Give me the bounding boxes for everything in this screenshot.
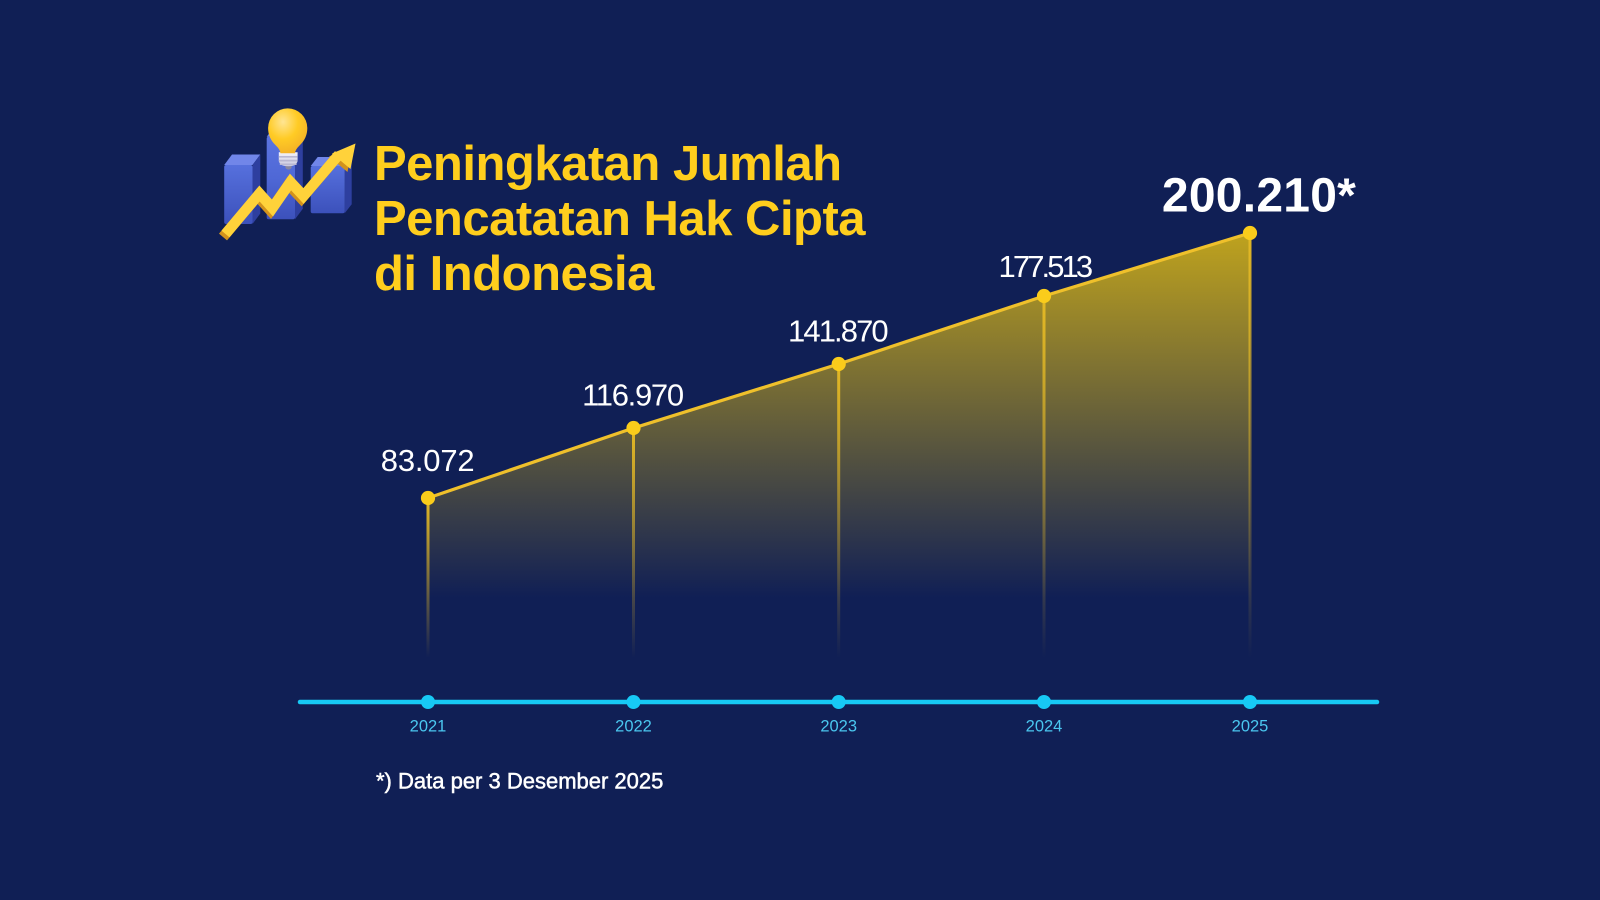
svg-text:200.210*: 200.210* (1162, 170, 1356, 223)
svg-text:116.970: 116.970 (582, 378, 684, 413)
svg-text:2021: 2021 (410, 718, 447, 736)
svg-text:Pencatatan Hak Cipta: Pencatatan Hak Cipta (374, 192, 866, 246)
svg-text:Peningkatan Jumlah: Peningkatan Jumlah (374, 137, 842, 191)
svg-text:141.870: 141.870 (788, 313, 888, 348)
svg-text:177.513: 177.513 (999, 249, 1092, 284)
svg-text:2023: 2023 (820, 718, 857, 736)
svg-text:di Indonesia: di Indonesia (374, 247, 655, 301)
svg-text:*) Data per 3 Desember 2025: *) Data per 3 Desember 2025 (376, 769, 663, 794)
svg-text:83.072: 83.072 (381, 443, 475, 478)
svg-text:2022: 2022 (615, 718, 652, 736)
svg-text:2024: 2024 (1026, 718, 1063, 736)
svg-text:2025: 2025 (1232, 718, 1269, 736)
